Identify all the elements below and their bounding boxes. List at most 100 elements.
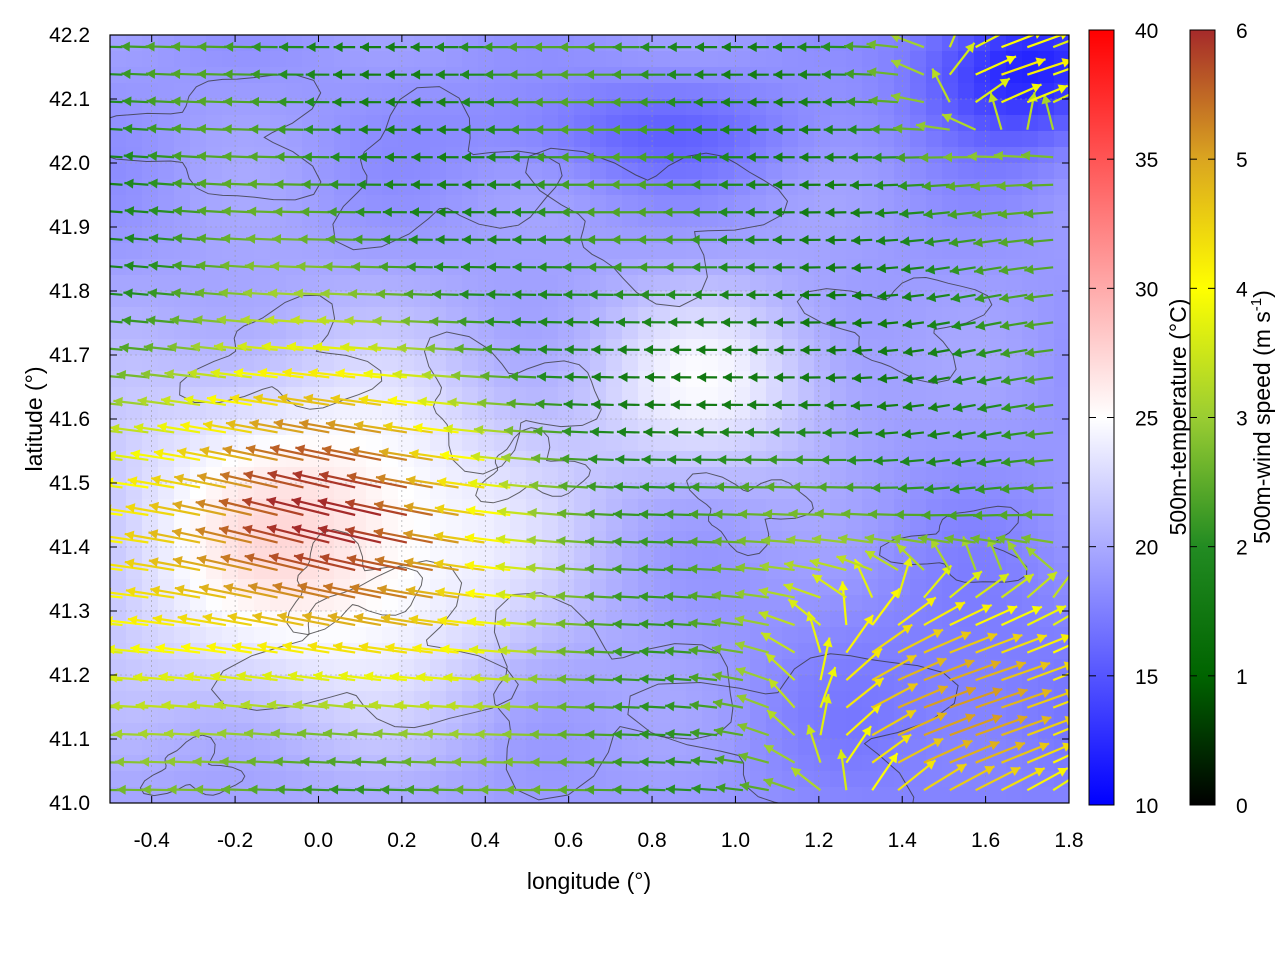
wind-vector [302, 611, 356, 627]
temperature-cell [366, 659, 383, 676]
temperature-cell [862, 163, 879, 180]
temperature-cell [814, 755, 831, 772]
temperature-cell [942, 99, 959, 116]
temperature-cell [206, 579, 223, 596]
temperature-cell [622, 563, 639, 580]
temperature-cell [1022, 243, 1039, 260]
temperature-cell [782, 115, 799, 132]
temperature-cell [366, 163, 383, 180]
temperature-cell [478, 435, 495, 452]
temperature-cell [494, 163, 511, 180]
wind-vector [664, 646, 692, 657]
temperature-cell [798, 115, 815, 132]
wind-vector [737, 722, 770, 737]
temperature-cell [686, 435, 703, 452]
temperature-cell [654, 515, 671, 532]
y-tick-label: 41.4 [49, 536, 90, 559]
temperature-cell [766, 131, 783, 148]
temperature-cell [606, 739, 623, 756]
temperature-cell [878, 51, 895, 68]
temperature-cell [878, 115, 895, 132]
wind-vector [257, 641, 304, 654]
temperature-cell [318, 595, 335, 612]
temperature-cell [862, 403, 879, 420]
temperature-cell [686, 355, 703, 372]
temperature-cell [158, 243, 175, 260]
temperature-cell [494, 35, 511, 52]
temperature-cell [990, 435, 1007, 452]
wind-vector [871, 752, 899, 791]
temperature-cell [478, 595, 495, 612]
temperature-cell [446, 35, 463, 52]
temperature-cell [158, 99, 175, 116]
temperature-cell [862, 323, 879, 340]
temperature-cell [542, 707, 559, 724]
temperature-cell [1054, 755, 1069, 772]
terrain-contour [475, 427, 591, 504]
temperature-cell [798, 627, 815, 644]
temperature-cell [574, 659, 591, 676]
temperature-cell [110, 211, 127, 228]
temperature-cell [782, 211, 799, 228]
temperature-cell [830, 483, 847, 500]
temperature-cell [286, 243, 303, 260]
temperature-cell [910, 323, 927, 340]
temperature-cell [542, 275, 559, 292]
temperature-cell [414, 435, 431, 452]
temperature-cell [926, 131, 943, 148]
temperature-cell [702, 579, 719, 596]
temperature-cell [734, 179, 751, 196]
temperature-cell [894, 99, 911, 116]
wind-vector [790, 766, 822, 792]
temperature-cell [142, 627, 159, 644]
temperature-cell [1006, 547, 1023, 564]
temperature-cell [190, 707, 207, 724]
temperature-cell [350, 115, 367, 132]
temperature-cell [734, 307, 751, 324]
temperature-cell [574, 723, 591, 740]
temperature-cell [1022, 195, 1039, 212]
temperature-cell [126, 51, 143, 68]
temperature-cell [142, 211, 159, 228]
temperature-cell [910, 243, 927, 260]
temperature-cell [814, 787, 831, 803]
temperature-cell [782, 563, 799, 580]
temperature-cell [670, 211, 687, 228]
temperature-cell [574, 547, 591, 564]
temperature-cell [638, 499, 655, 516]
temperature-cell [126, 547, 143, 564]
temperature-cell [830, 675, 847, 692]
temperature-cell [174, 515, 191, 532]
temperature-cell [862, 339, 879, 356]
temperature-cell [1054, 131, 1069, 148]
wind-vector [713, 726, 744, 737]
temperature-cell [878, 499, 895, 516]
temperature-cell [510, 51, 527, 68]
temperature-cell [206, 659, 223, 676]
temperature-cell [654, 739, 671, 756]
wind-vector [949, 687, 1003, 709]
temperature-cell [206, 451, 223, 468]
temperature-cell [526, 659, 543, 676]
temperature-cell [590, 515, 607, 532]
temperature-cell [1022, 163, 1039, 180]
temperature-cell [942, 787, 959, 803]
temperature-cell [846, 355, 863, 372]
temperature-cell [622, 307, 639, 324]
temperature-cell [750, 643, 767, 660]
temperature-cell [366, 131, 383, 148]
temperature-cell [126, 131, 143, 148]
temperature-cell [702, 227, 719, 244]
temperature-cell [334, 323, 351, 340]
temperature-cell [270, 531, 287, 548]
wind-vector [689, 728, 718, 739]
temperature-cell [1054, 403, 1069, 420]
temperature-cell [382, 691, 399, 708]
temperature-cell [830, 419, 847, 436]
temperature-cell [526, 355, 543, 372]
temperature-cell [910, 275, 927, 292]
temperature-cell [542, 403, 559, 420]
temperature-cell [398, 131, 415, 148]
wind-vector [975, 687, 1028, 709]
temperature-cell [606, 515, 623, 532]
